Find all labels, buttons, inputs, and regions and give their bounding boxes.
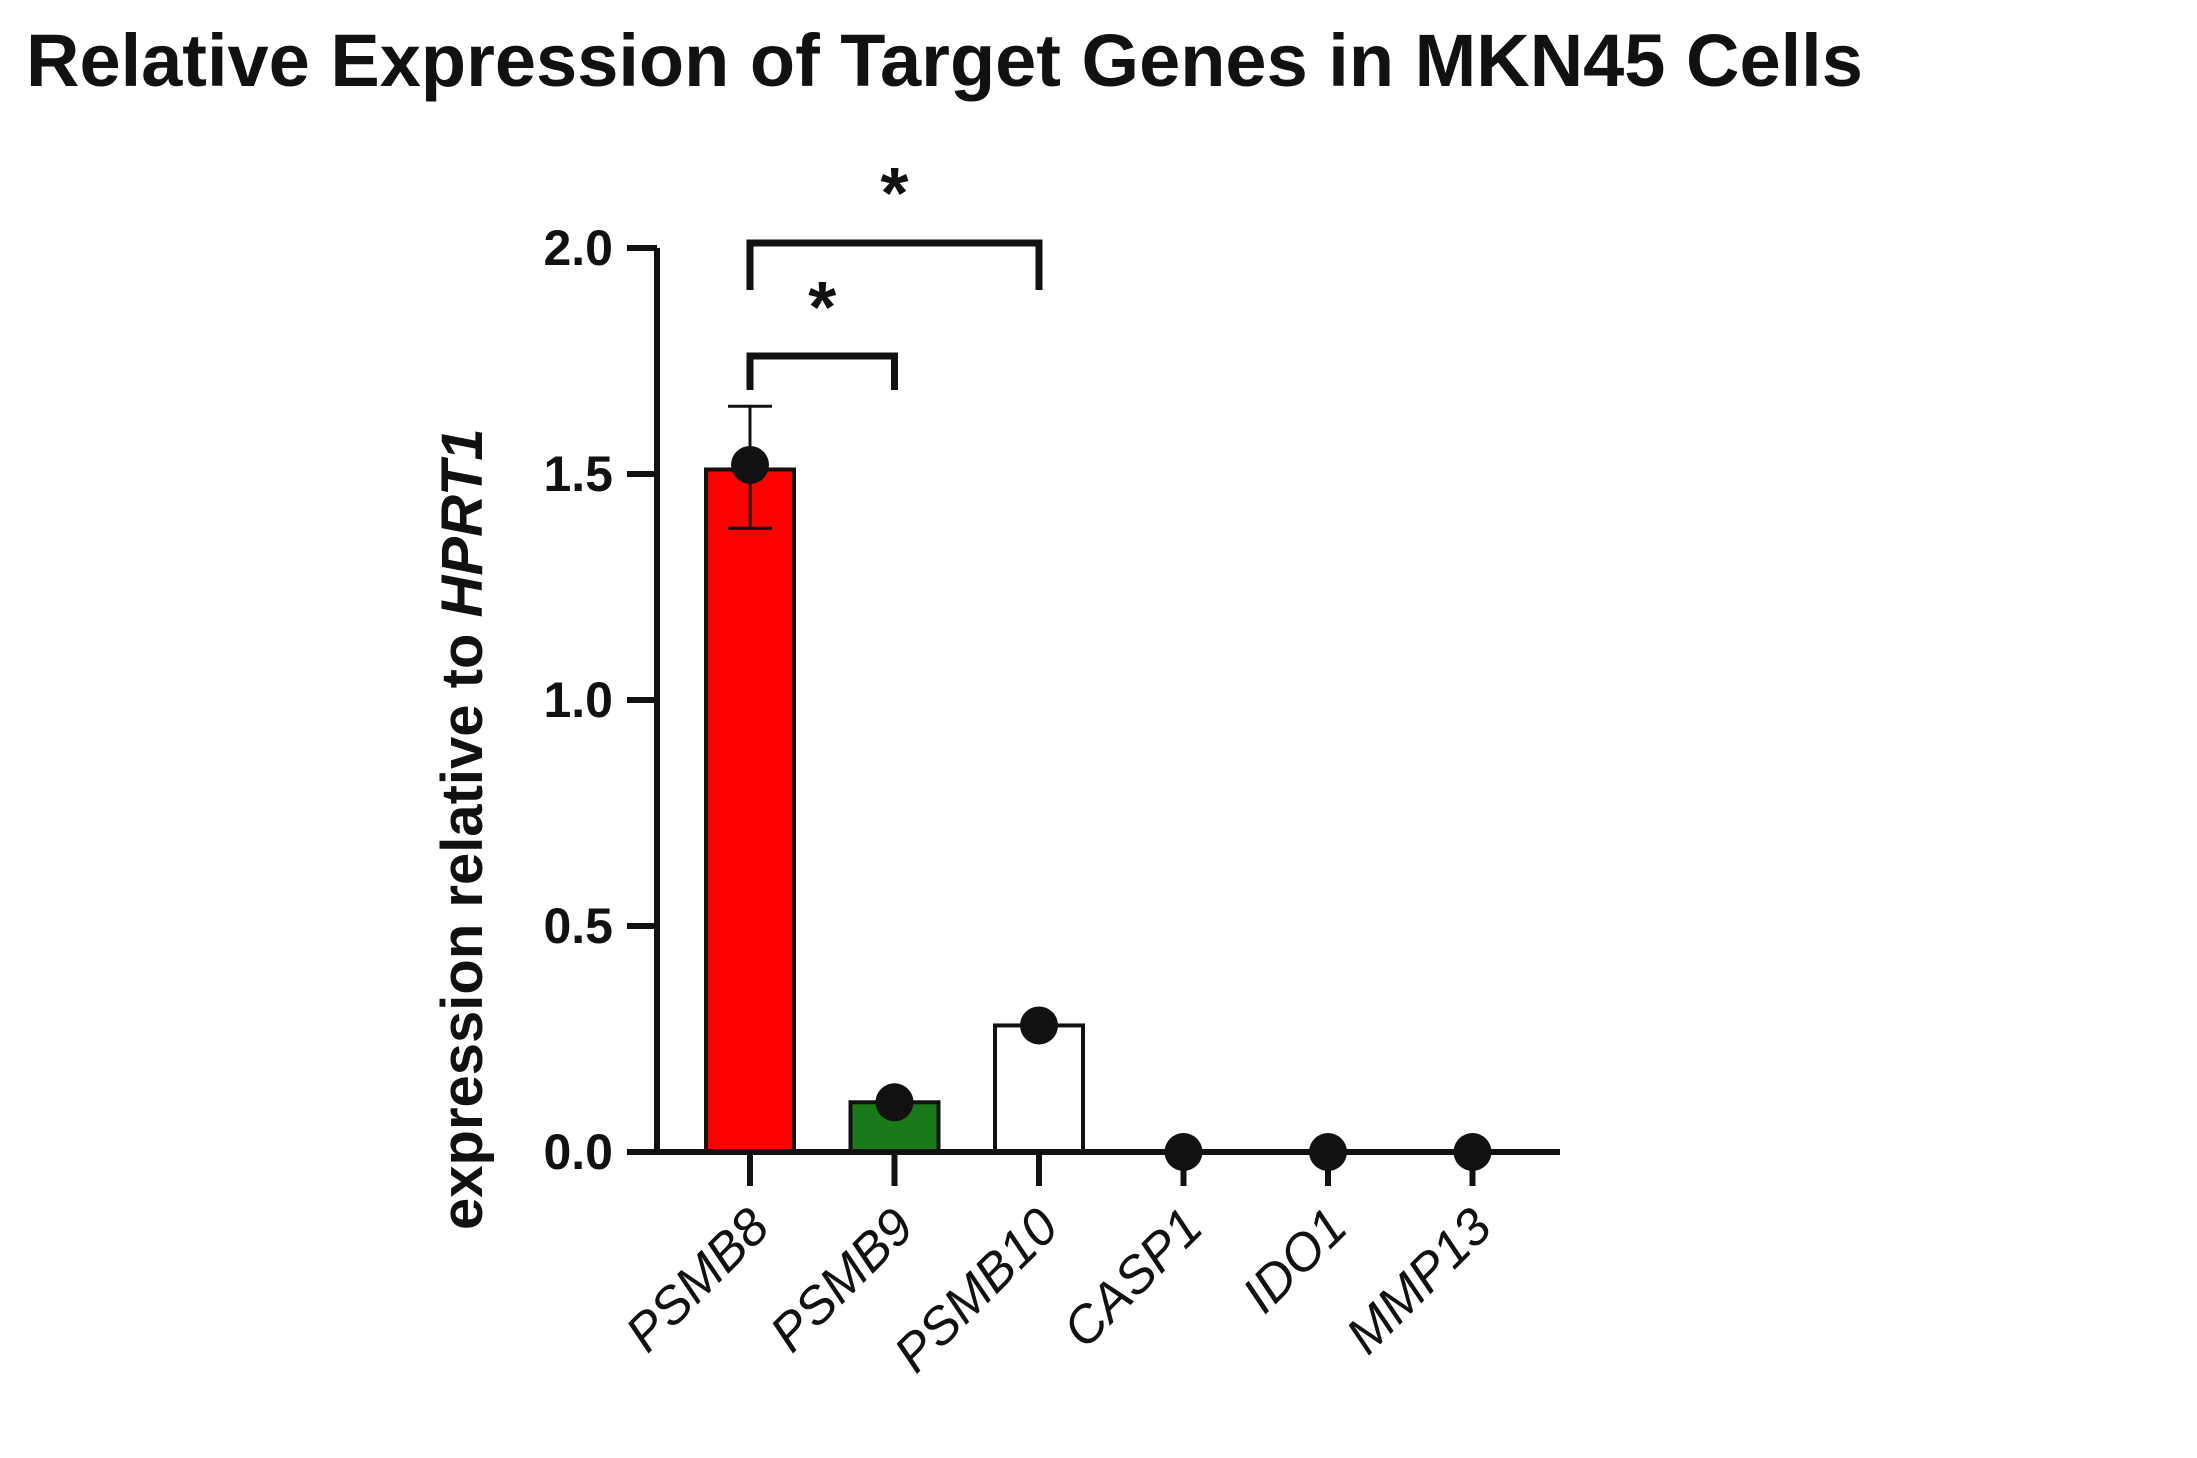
x-tick-label-casp1: CASP1 <box>1052 1197 1214 1359</box>
chart-title: Relative Expression of Target Genes in M… <box>26 19 1863 102</box>
points-layer <box>731 445 1492 1171</box>
bar-psmb8 <box>704 467 796 1155</box>
y-tick-label: 1.5 <box>543 446 613 502</box>
x-tick-label-mmp13: MMP13 <box>1335 1197 1503 1365</box>
significance-layer: ** <box>746 154 1043 390</box>
y-axis-label-text: expression relative to <box>430 634 495 1230</box>
data-point-psmb9 <box>875 1083 914 1122</box>
y-tick-label: 0.0 <box>543 1124 613 1180</box>
significance-star: * <box>880 154 908 234</box>
bars-layer <box>704 467 1085 1155</box>
significance-star: * <box>808 268 836 348</box>
y-axis-label-gene: HPRT1 <box>430 428 495 617</box>
significance-bracket <box>746 239 1043 290</box>
data-point-psmb8 <box>731 445 769 484</box>
y-tick-label: 1.0 <box>543 672 613 728</box>
x-tick-label-ido1: IDO1 <box>1232 1197 1359 1324</box>
significance-bracket <box>746 352 898 390</box>
data-point-psmb10 <box>1020 1006 1058 1045</box>
y-tick-label: 0.5 <box>543 898 613 954</box>
y-axis-label: expression relative to HPRT1 <box>430 428 495 1230</box>
x-tick-label-psmb8: PSMB8 <box>615 1197 781 1363</box>
y-tick-label: 2.0 <box>543 220 613 276</box>
